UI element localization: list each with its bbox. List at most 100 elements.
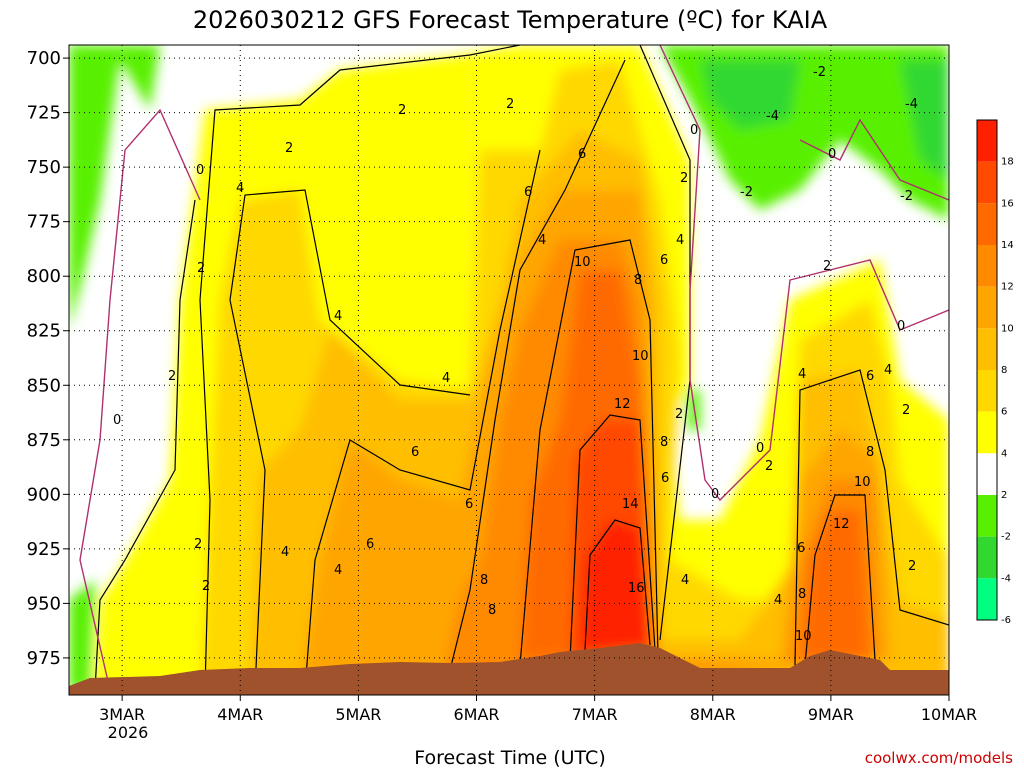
- credit-text: coolwx.com/models: [865, 749, 1013, 767]
- svg-text:2: 2: [194, 537, 202, 552]
- cold-region-left-bottom: [69, 580, 95, 690]
- contour-labels: 000 000 022 22 2 2-2-2 -2-4-4 222 222 244…: [113, 65, 918, 644]
- cold-region-far-right: [900, 60, 949, 180]
- svg-text:4: 4: [774, 593, 782, 608]
- svg-text:2: 2: [680, 171, 688, 186]
- svg-text:2: 2: [168, 369, 176, 384]
- svg-text:0: 0: [113, 413, 121, 428]
- svg-text:0: 0: [756, 441, 764, 456]
- svg-text:2: 2: [285, 141, 293, 156]
- colorbar-label: 12: [1001, 282, 1014, 293]
- cold-region-right-deep: [700, 60, 800, 130]
- svg-text:4: 4: [281, 545, 289, 560]
- svg-text:4: 4: [681, 573, 689, 588]
- svg-text:6: 6: [524, 185, 532, 200]
- x-axis: 3MAR 4MAR 5MAR 6MAR 7MAR 8MAR 9MAR 10MAR: [99, 695, 977, 724]
- warm-region-14plus: [580, 520, 650, 650]
- y-tick-label: 775: [27, 212, 61, 233]
- svg-text:12: 12: [614, 397, 631, 412]
- x-axis-sublabel: 2026: [108, 723, 149, 742]
- x-axis-title: Forecast Time (UTC): [414, 747, 605, 768]
- colorbar-swatch: [977, 578, 997, 620]
- cold-region-left: [69, 45, 160, 330]
- colorbar-swatch: [977, 328, 997, 370]
- svg-text:-2: -2: [900, 189, 913, 204]
- svg-text:6: 6: [866, 369, 874, 384]
- svg-text:4: 4: [236, 181, 244, 196]
- y-tick-label: 875: [27, 430, 61, 451]
- colorbar-swatch: [977, 453, 997, 495]
- svg-text:8: 8: [798, 587, 806, 602]
- svg-text:16: 16: [628, 581, 645, 596]
- svg-text:8: 8: [488, 603, 496, 618]
- svg-text:4: 4: [538, 233, 546, 248]
- svg-text:-2: -2: [740, 185, 753, 200]
- temperature-fill: [69, 45, 949, 690]
- colorbar-swatch: [977, 203, 997, 245]
- svg-text:6: 6: [366, 537, 374, 552]
- svg-text:6: 6: [465, 497, 473, 512]
- colorbar-swatch: [977, 370, 997, 412]
- x-tick-label: 5MAR: [335, 705, 381, 724]
- y-tick-label: 850: [27, 375, 61, 396]
- y-tick-label: 925: [27, 539, 61, 560]
- chart-title: 2026030212 GFS Forecast Temperature (ºC)…: [193, 6, 828, 34]
- svg-text:8: 8: [480, 573, 488, 588]
- colorbar-label: -2: [1001, 532, 1011, 543]
- svg-text:8: 8: [660, 435, 668, 450]
- svg-text:-2: -2: [813, 65, 826, 80]
- y-tick-label: 900: [27, 484, 61, 505]
- svg-text:4: 4: [676, 233, 684, 248]
- colorbar-label: 10: [1001, 323, 1014, 334]
- svg-text:2: 2: [902, 403, 910, 418]
- svg-text:8: 8: [866, 445, 874, 460]
- y-tick-label: 750: [27, 157, 61, 178]
- colorbar-label: 8: [1001, 365, 1007, 376]
- y-tick-label: 700: [27, 48, 61, 69]
- colorbar-label: 2: [1001, 490, 1007, 501]
- svg-text:4: 4: [798, 367, 806, 382]
- svg-text:4: 4: [884, 363, 892, 378]
- svg-text:0: 0: [690, 123, 698, 138]
- plot-area: 000 000 022 22 2 2-2-2 -2-4-4 222 222 244…: [69, 45, 949, 695]
- colorbar-label: -4: [1001, 573, 1011, 584]
- svg-text:0: 0: [711, 487, 719, 502]
- colorbar-border: [976, 119, 998, 621]
- svg-text:2: 2: [675, 407, 683, 422]
- colorbar-swatch: [977, 286, 997, 329]
- x-tick-label: 6MAR: [453, 705, 499, 724]
- svg-text:4: 4: [334, 563, 342, 578]
- x-tick-label: 3MAR: [99, 705, 145, 724]
- plot-border: [68, 44, 950, 696]
- svg-text:6: 6: [578, 147, 586, 162]
- svg-text:0: 0: [897, 319, 905, 334]
- svg-text:-4: -4: [766, 109, 779, 124]
- svg-text:0: 0: [828, 147, 836, 162]
- colorbar-swatch: [977, 245, 997, 287]
- y-tick-label: 800: [27, 266, 61, 287]
- zero-contour: [79, 45, 949, 691]
- y-tick-label: 825: [27, 321, 61, 342]
- svg-text:4: 4: [334, 309, 342, 324]
- svg-text:-4: -4: [905, 97, 918, 112]
- colorbar-swatch: [977, 495, 997, 537]
- svg-text:10: 10: [795, 629, 812, 644]
- x-tick-label: 10MAR: [921, 705, 977, 724]
- x-tick-label: 4MAR: [217, 705, 263, 724]
- svg-text:2: 2: [202, 579, 210, 594]
- colorbar-swatch: [977, 120, 997, 162]
- colorbar-label: 4: [1001, 448, 1007, 459]
- svg-text:10: 10: [574, 255, 591, 270]
- y-tick-label: 725: [27, 103, 61, 124]
- svg-text:6: 6: [411, 445, 419, 460]
- colorbar-label: 14: [1001, 240, 1014, 251]
- colorbar-label: 18: [1001, 157, 1014, 168]
- svg-text:4: 4: [442, 371, 450, 386]
- contour-lines: [94, 45, 949, 691]
- svg-text:2: 2: [197, 261, 205, 276]
- svg-text:10: 10: [854, 475, 871, 490]
- svg-text:2: 2: [765, 459, 773, 474]
- svg-text:10: 10: [632, 349, 649, 364]
- svg-text:8: 8: [634, 273, 642, 288]
